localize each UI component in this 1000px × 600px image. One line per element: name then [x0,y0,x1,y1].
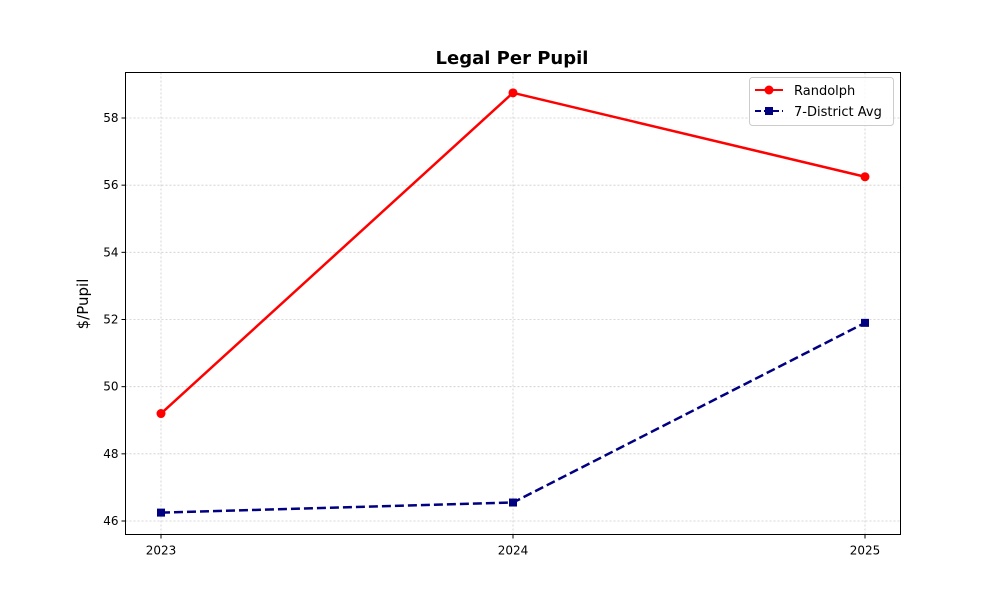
data-series [156,88,870,517]
y-tick-label: 46 [103,514,118,528]
plot-frame [125,72,901,535]
y-axis-label: $/Pupil [74,279,92,330]
x-axis-ticks: 2023 2024 2025 [146,534,881,558]
y-tick-label: 58 [103,111,118,125]
y-tick-label: 50 [103,380,118,394]
y-tick-label: 56 [103,178,118,192]
legend-box [749,77,894,126]
chart-title: Legal Per Pupil [436,48,589,69]
legend-item-7-district-avg: 7-District Avg [755,105,882,120]
data-point [157,508,165,517]
data-point [508,88,518,98]
y-tick-label: 52 [103,313,118,327]
square-marker-icon [765,107,773,115]
data-point [861,318,869,327]
y-tick-label: 48 [103,447,118,461]
grid-lines [125,72,901,535]
legend-label: 7-District Avg [794,105,882,120]
data-point [509,498,517,507]
x-tick-label: 2024 [498,544,529,558]
legend-item-randolph: Randolph [755,84,855,99]
y-tick-label: 54 [103,245,118,259]
data-point [860,172,870,182]
y-axis-ticks: 46 48 50 52 54 56 58 [103,111,126,528]
legend-label: Randolph [794,84,855,99]
circle-marker-icon [764,85,774,95]
x-tick-label: 2025 [850,544,881,558]
legend: Randolph 7-District Avg [749,77,894,126]
x-tick-label: 2023 [146,544,177,558]
data-point [156,409,166,419]
